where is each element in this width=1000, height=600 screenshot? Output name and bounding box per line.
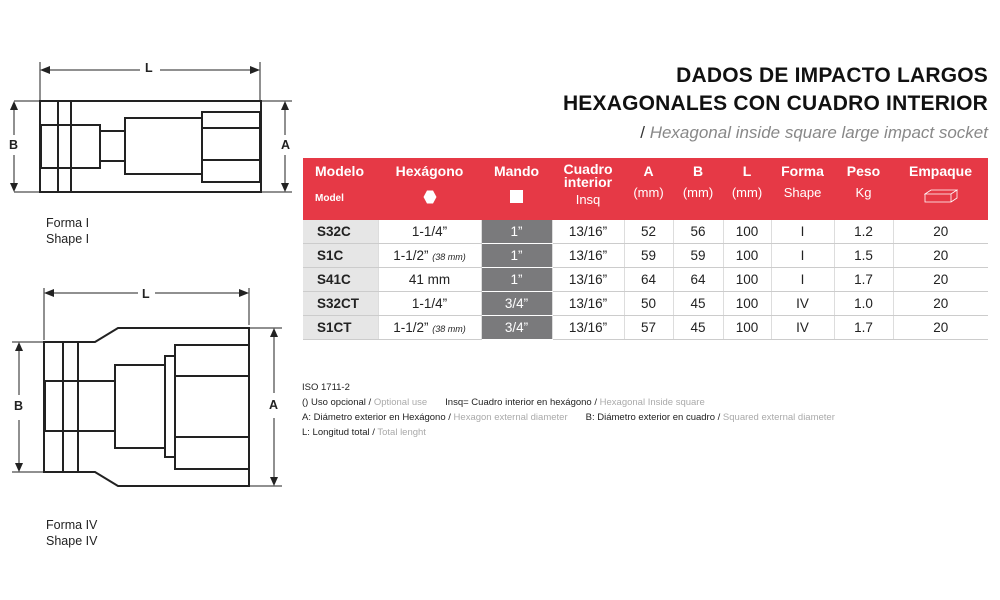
cell-drive: 1” — [481, 267, 553, 292]
col-drive: Mando — [481, 158, 552, 220]
table-row: S1CT 1-1/2” (38 mm) 3/4” 13/16” 57 45 10… — [303, 315, 988, 340]
dim-b-label: B — [9, 138, 19, 152]
cell-pack: 20 — [893, 291, 988, 316]
cell-drive: 1” — [481, 243, 553, 268]
cell-l: 100 — [723, 220, 772, 244]
caption-es: Forma I — [46, 216, 90, 230]
cell-a: 59 — [624, 243, 674, 268]
title-line-1: DADOS DE IMPACTO LARGOS — [676, 64, 988, 87]
col-weight: Peso Kg — [834, 158, 893, 220]
cell-hexagon: 1-1/2” (38 mm) — [378, 243, 482, 268]
cell-hexagon: 1-1/4” — [378, 291, 482, 316]
cell-pack: 20 — [893, 315, 988, 340]
cell-shape: I — [771, 267, 835, 292]
shape-i-caption: Forma I Shape I — [46, 215, 89, 247]
cell-b: 64 — [673, 267, 724, 292]
cell-insq: 13/16” — [552, 315, 625, 340]
table-row: S32C 1-1/4” 1” 13/16” 52 56 100 I 1.2 20 — [303, 220, 988, 244]
cell-a: 57 — [624, 315, 674, 340]
title-line-2: HEXAGONALES CON CUADRO INTERIOR — [562, 92, 988, 115]
cell-b: 45 — [673, 315, 724, 340]
cell-b: 56 — [673, 220, 724, 244]
cell-l: 100 — [723, 315, 772, 340]
caption-es: Forma IV — [46, 518, 98, 532]
note-line: () Uso opcional / Optional use Insq= Cuad… — [302, 397, 705, 408]
cell-weight: 1.5 — [834, 243, 894, 268]
notes: ISO 1711-2 () Uso opcional / Optional us… — [302, 380, 835, 440]
cell-drive: 3/4” — [481, 315, 553, 340]
shape-iv-drawing — [12, 288, 282, 487]
box-icon — [923, 189, 958, 203]
note-line: A: Diámetro exterior en Hexágono / Hexag… — [302, 412, 835, 423]
square-icon — [510, 190, 523, 203]
cell-shape: I — [771, 220, 835, 244]
col-b: B (mm) — [673, 158, 723, 220]
dim-l-label: L — [145, 61, 153, 75]
table-header: Modelo Model Hexágono Mando Cuadro interi… — [303, 158, 988, 220]
col-pack: Empaque — [893, 158, 988, 220]
cell-l: 100 — [723, 267, 772, 292]
subtitle-separator: / — [640, 123, 645, 142]
dim-l-label: L — [142, 287, 150, 301]
cell-model: S1CT — [303, 315, 379, 340]
col-insq: Cuadro interior Insq — [552, 158, 624, 220]
table-row: S1C 1-1/2” (38 mm) 1” 13/16” 59 59 100 I… — [303, 243, 988, 268]
cell-drive: 3/4” — [481, 291, 553, 316]
table-row: S41C 41 mm 1” 13/16” 64 64 100 I 1.7 20 — [303, 267, 988, 292]
col-l: L (mm) — [723, 158, 771, 220]
dim-b-label: B — [14, 399, 24, 413]
hexagon-icon — [423, 190, 436, 204]
dim-a-label: A — [281, 138, 291, 152]
cell-model: S1C — [303, 243, 379, 268]
cell-b: 45 — [673, 291, 724, 316]
col-a: A (mm) — [624, 158, 673, 220]
cell-b: 59 — [673, 243, 724, 268]
caption-en: Shape IV — [46, 534, 98, 548]
cell-a: 52 — [624, 220, 674, 244]
caption-en: Shape I — [46, 232, 90, 246]
subtitle-text: Hexagonal inside square large impact soc… — [649, 123, 988, 142]
col-hexagon: Hexágono — [378, 158, 481, 220]
cell-shape: IV — [771, 291, 835, 316]
cell-shape: IV — [771, 315, 835, 340]
cell-pack: 20 — [893, 267, 988, 292]
cell-shape: I — [771, 243, 835, 268]
shape-i-drawing — [10, 62, 292, 193]
shape-iv-caption: Forma IV Shape IV — [46, 517, 97, 549]
cell-insq: 13/16” — [552, 291, 625, 316]
cell-model: S32CT — [303, 291, 379, 316]
cell-model: S32C — [303, 220, 379, 244]
note-line: L: Longitud total / Total lenght — [302, 427, 426, 438]
cell-insq: 13/16” — [552, 243, 625, 268]
cell-drive: 1” — [481, 220, 553, 244]
dim-a-label: A — [269, 398, 279, 412]
cell-weight: 1.2 — [834, 220, 894, 244]
cell-a: 50 — [624, 291, 674, 316]
cell-hexagon: 41 mm — [378, 267, 482, 292]
col-shape: Forma Shape — [771, 158, 834, 220]
cell-pack: 20 — [893, 220, 988, 244]
cell-hexagon: 1-1/2” (38 mm) — [378, 315, 482, 340]
cell-a: 64 — [624, 267, 674, 292]
cell-weight: 1.7 — [834, 315, 894, 340]
cell-insq: 13/16” — [552, 267, 625, 292]
cell-insq: 13/16” — [552, 220, 625, 244]
cell-weight: 1.0 — [834, 291, 894, 316]
specs-table: Modelo Model Hexágono Mando Cuadro interi… — [303, 158, 988, 340]
cell-l: 100 — [723, 291, 772, 316]
subtitle: / Hexagonal inside square large impact s… — [640, 123, 988, 143]
cell-pack: 20 — [893, 243, 988, 268]
cell-l: 100 — [723, 243, 772, 268]
cell-model: S41C — [303, 267, 379, 292]
col-model: Modelo Model — [303, 158, 378, 220]
cell-weight: 1.7 — [834, 267, 894, 292]
cell-hexagon: 1-1/4” — [378, 220, 482, 244]
standard-note: ISO 1711-2 — [302, 382, 350, 393]
table-row: S32CT 1-1/4” 3/4” 13/16” 50 45 100 IV 1.… — [303, 291, 988, 316]
